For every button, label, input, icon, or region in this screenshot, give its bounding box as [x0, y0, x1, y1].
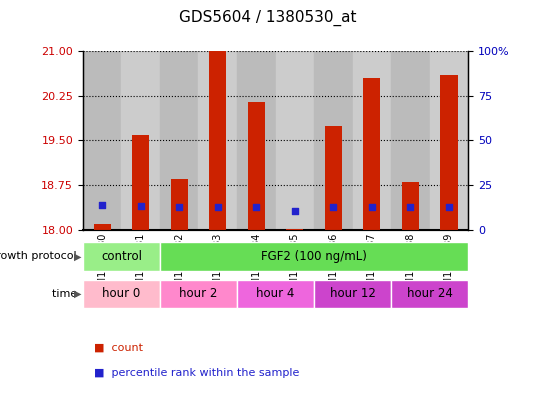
Bar [160, 51, 198, 230]
Bar [209, 51, 226, 230]
Point [406, 204, 415, 210]
Text: growth protocol: growth protocol [0, 252, 80, 261]
Text: hour 2: hour 2 [179, 287, 218, 300]
Bar [430, 51, 468, 230]
Text: GDS5604 / 1380530_at: GDS5604 / 1380530_at [179, 10, 356, 26]
Text: time: time [51, 289, 80, 299]
Bar [363, 78, 380, 230]
Bar [440, 75, 457, 230]
Bar [391, 51, 430, 230]
Point [368, 204, 376, 210]
Bar [198, 51, 237, 230]
Bar [237, 51, 276, 230]
Point [136, 203, 145, 209]
Text: hour 24: hour 24 [407, 287, 453, 300]
Bar [286, 229, 303, 230]
Bar [402, 182, 419, 230]
Text: ■  percentile rank within the sample: ■ percentile rank within the sample [94, 368, 299, 378]
Bar [314, 51, 353, 230]
Bar [83, 280, 160, 308]
Bar [314, 280, 391, 308]
Point [445, 204, 453, 210]
Point [175, 204, 184, 210]
Bar [276, 51, 314, 230]
Point [98, 202, 106, 208]
Point [329, 204, 338, 210]
Bar [94, 224, 111, 230]
Bar [160, 242, 468, 270]
Text: ▶: ▶ [74, 289, 81, 299]
Bar [325, 126, 342, 230]
Text: FGF2 (100 ng/mL): FGF2 (100 ng/mL) [261, 250, 367, 263]
Text: hour 4: hour 4 [256, 287, 295, 300]
Bar [121, 51, 160, 230]
Text: hour 12: hour 12 [330, 287, 376, 300]
Point [213, 204, 222, 210]
Bar [237, 280, 314, 308]
Text: ■  count: ■ count [94, 343, 143, 353]
Bar [391, 280, 468, 308]
Point [291, 208, 299, 214]
Bar [171, 179, 188, 230]
Bar [353, 51, 391, 230]
Text: control: control [101, 250, 142, 263]
Bar [83, 242, 160, 270]
Bar [248, 102, 265, 230]
Bar [132, 134, 149, 230]
Text: ▶: ▶ [74, 252, 81, 261]
Text: hour 0: hour 0 [102, 287, 141, 300]
Bar [160, 280, 237, 308]
Bar [83, 51, 121, 230]
Point [252, 204, 261, 210]
